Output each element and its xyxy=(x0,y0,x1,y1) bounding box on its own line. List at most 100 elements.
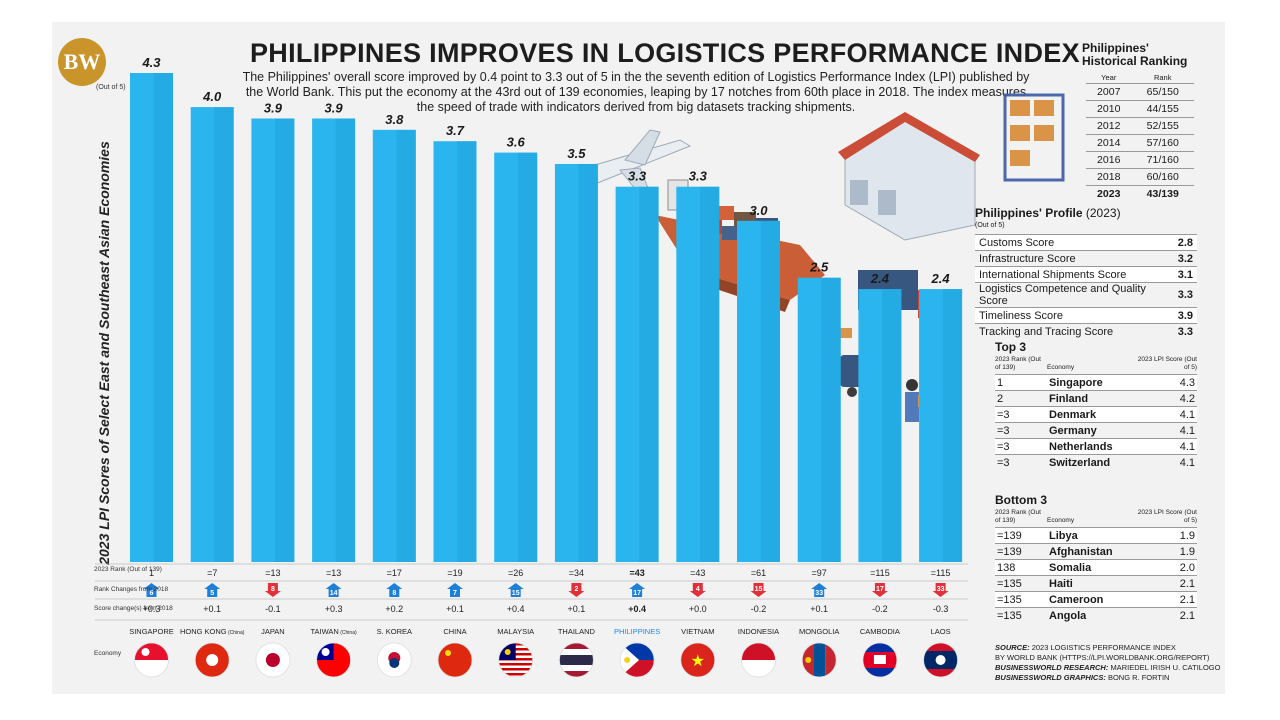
score-change: -0.2 xyxy=(872,604,888,614)
bottom3-title: Bottom 3 xyxy=(995,493,1047,507)
flag-japan-icon xyxy=(255,642,291,678)
rank-cell: =3 xyxy=(995,438,1047,455)
flag-laos-icon xyxy=(923,642,958,678)
score-cell: 2.1 xyxy=(1135,575,1197,592)
table-row: 2018 60/160 xyxy=(1086,168,1194,186)
score-change: +0.4 xyxy=(507,604,525,614)
rank-2023: 1 xyxy=(149,568,154,578)
rank-up-arrow-icon xyxy=(447,583,463,597)
top3-table: 2023 Rank (Out of 139) Economy 2023 LPI … xyxy=(995,356,1197,470)
rank-cell: 65/150 xyxy=(1131,83,1194,101)
economy-name: PHILIPPINES xyxy=(614,627,660,636)
profile-value: 3.3 xyxy=(1173,323,1197,339)
rank-up-arrow-icon xyxy=(325,583,342,597)
bar-shade xyxy=(882,289,902,562)
economy-name: HONG KONG (China) xyxy=(180,627,245,636)
historical-title-line2: Historical Ranking xyxy=(1082,54,1188,68)
score-change: +0.1 xyxy=(446,604,464,614)
flag-mongolia-icon xyxy=(801,642,837,678)
table-row: =135 Haiti 2.1 xyxy=(995,575,1197,592)
economy-cell: Denmark xyxy=(1047,406,1135,423)
score-cell: 4.3 xyxy=(1135,374,1197,391)
table-row: =135 Angola 2.1 xyxy=(995,607,1197,623)
profile-label: Infrastructure Score xyxy=(975,250,1174,267)
flag-china-icon xyxy=(437,642,473,678)
score-cell: 4.1 xyxy=(1135,422,1197,439)
economy-cell: Libya xyxy=(1047,527,1135,544)
score-change: +0.1 xyxy=(568,604,586,614)
rank-up-arrow-icon xyxy=(507,583,524,597)
airplane-icon xyxy=(577,129,692,196)
rank-down-arrow-icon xyxy=(932,583,949,597)
rank-cell: 43/139 xyxy=(1131,185,1194,202)
rank-down-arrow-icon xyxy=(264,583,281,597)
rank-change: 14 xyxy=(330,590,338,597)
bar-shade xyxy=(396,129,416,562)
rank-cell: 1 xyxy=(995,374,1047,391)
profile-label: Timeliness Score xyxy=(975,307,1174,324)
rank-2023: =43 xyxy=(690,568,705,578)
historical-title: Philippines' Historical Ranking xyxy=(1082,42,1187,68)
top3-col-rank: 2023 Rank (Out of 139) xyxy=(995,356,1041,371)
table-row: 2010 44/155 xyxy=(1086,100,1194,118)
economy-name: CAMBODIA xyxy=(860,627,900,636)
top3-col-score: 2023 LPI Score (Out of 5) xyxy=(1137,356,1197,371)
profile-value: 2.8 xyxy=(1173,234,1197,251)
rank-cell: =3 xyxy=(995,406,1047,423)
economy-name: CHINA xyxy=(443,627,466,636)
rank-cell: 71/160 xyxy=(1131,151,1194,169)
score-cell: 1.9 xyxy=(1135,543,1197,560)
rank-2023: =13 xyxy=(326,568,341,578)
rank-up-arrow-icon xyxy=(811,583,828,597)
bar-shade xyxy=(153,73,173,562)
economy-cell: Germany xyxy=(1047,422,1135,439)
rank-cell: =3 xyxy=(995,422,1047,439)
rank-2023: =34 xyxy=(569,568,584,578)
profile-label: Logistics Competence and Quality Score xyxy=(975,282,1174,308)
unit-note: (Out of 5) xyxy=(96,84,126,91)
economy-name: TAIWAN (China) xyxy=(311,627,357,636)
score-change: +0.4 xyxy=(628,604,646,614)
rank-change: 8 xyxy=(271,586,275,593)
row-label-score-change: Score change(s) from 2018 xyxy=(94,605,173,612)
value-label: 2.4 xyxy=(931,271,951,286)
rank-cell: 44/155 xyxy=(1131,100,1194,118)
bars-group: 4.3 4.0 3.9 3.9 3.8 3.7 3.6 3.5 3.3 3.3 3.0 2.5 2.4 2… xyxy=(130,55,963,563)
economy-name: MALAYSIA xyxy=(497,627,534,636)
table-row: 2012 52/155 xyxy=(1086,117,1194,135)
rank-up-arrow-icon xyxy=(386,583,403,597)
table-row: =135 Cameroon 2.1 xyxy=(995,591,1197,608)
year-cell: 2010 xyxy=(1086,100,1132,118)
rank-2023: =26 xyxy=(508,568,523,578)
bar-shade xyxy=(942,289,963,562)
rank-cell: =135 xyxy=(995,607,1047,623)
rank-down-arrow-icon xyxy=(568,583,585,597)
flag-cambodia-icon xyxy=(862,642,898,678)
page-title: PHILIPPINES IMPROVES IN LOGISTICS PERFOR… xyxy=(250,38,1080,68)
rank-change: 2 xyxy=(574,586,578,593)
historical-title-line1: Philippines' xyxy=(1082,41,1149,55)
research-label: BUSINESSWORLD RESEARCH: xyxy=(995,663,1109,672)
bar-shade xyxy=(639,186,659,562)
col-rank: Rank xyxy=(1153,73,1172,82)
profile-value: 3.2 xyxy=(1173,250,1197,267)
table-row: =3 Germany 4.1 xyxy=(995,422,1197,439)
rank-2023: =115 xyxy=(931,568,951,578)
rank-down-arrow-icon xyxy=(689,583,706,597)
rank-cell: 2 xyxy=(995,390,1047,407)
bar-shade xyxy=(578,163,598,562)
rank-change: 6 xyxy=(150,590,154,597)
table-row: Tracking and Tracing Score 3.3 xyxy=(975,323,1197,339)
value-label: 2.4 xyxy=(870,271,890,286)
table-row: 2 Finland 4.2 xyxy=(995,390,1197,407)
value-label: 3.9 xyxy=(264,100,283,115)
economy-name: MONGOLIA xyxy=(799,627,839,636)
rank-change: 15 xyxy=(755,586,763,593)
flag-singapore-icon xyxy=(134,642,169,678)
year-cell: 2007 xyxy=(1086,83,1132,101)
year-cell: 2023 xyxy=(1086,185,1132,202)
score-cell: 4.1 xyxy=(1135,406,1197,423)
flag-vietnam-icon: ★ xyxy=(680,642,716,678)
rank-2023: =7 xyxy=(207,568,217,578)
year-cell: 2018 xyxy=(1086,168,1132,186)
